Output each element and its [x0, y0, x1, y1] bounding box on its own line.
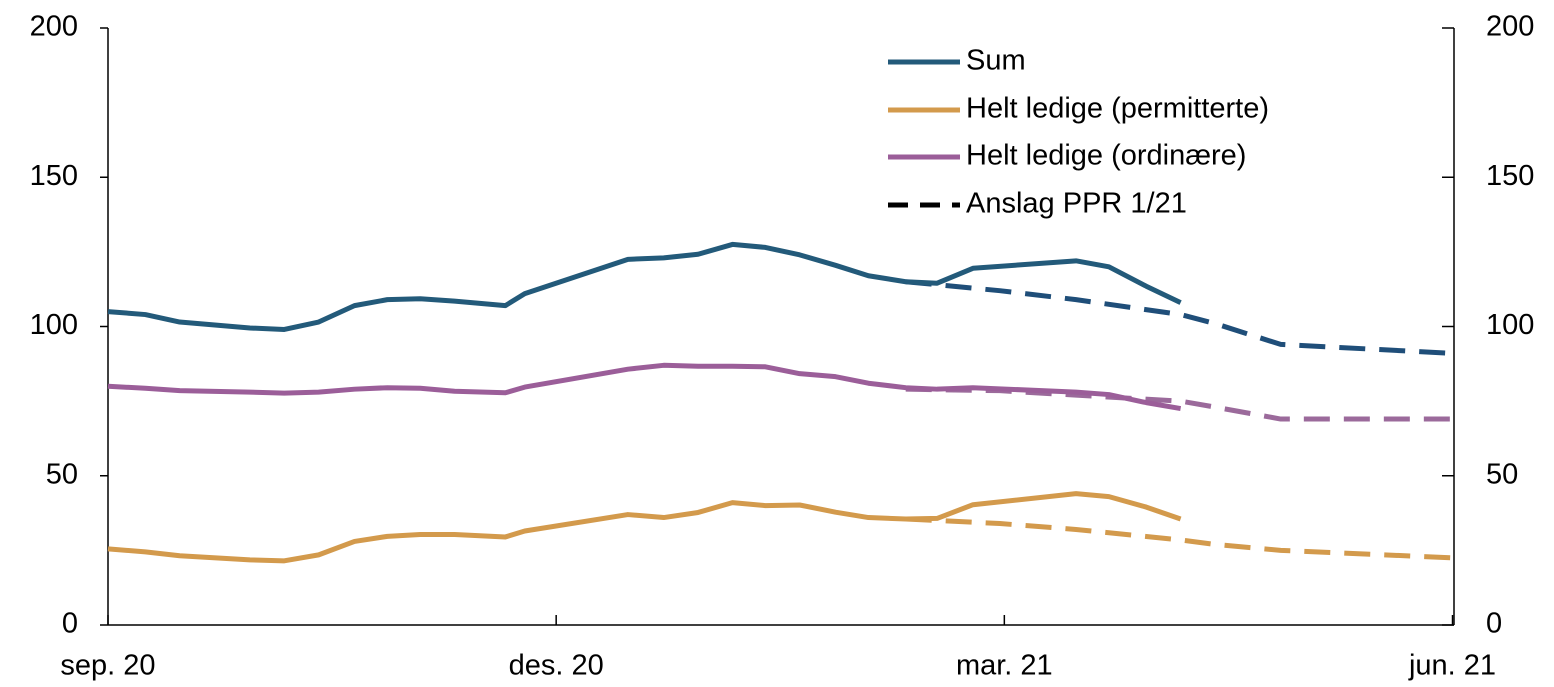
- series-line: [107, 241, 1182, 332]
- forecast-line: [905, 516, 1453, 561]
- y2-tick-label: 100: [1486, 309, 1534, 341]
- legend-label: Anslag PPR 1/21: [966, 188, 1187, 220]
- x-tick-label: jun. 21: [1408, 650, 1496, 682]
- y2-tick-label: 0: [1486, 608, 1502, 640]
- legend-label: Helt ledige (permitterte): [966, 93, 1269, 125]
- y-tick-label: 100: [30, 309, 78, 341]
- y-tick-label: 200: [30, 11, 78, 43]
- y2-tick-label: 200: [1486, 11, 1534, 43]
- legend-label: Helt ledige (ordinære): [966, 140, 1246, 172]
- x-tick-label: sep. 20: [60, 650, 155, 682]
- series-line: [107, 491, 1182, 564]
- forecast-line: [905, 279, 1453, 356]
- y2-tick-label: 50: [1486, 458, 1518, 490]
- y-tick-label: 50: [46, 458, 78, 490]
- legend-label: Sum: [966, 45, 1026, 77]
- x-tick-label: mar. 21: [956, 650, 1053, 682]
- y2-tick-label: 150: [1486, 160, 1534, 192]
- y-tick-label: 0: [62, 608, 78, 640]
- x-tick-label: des. 20: [509, 650, 604, 682]
- series-line: [107, 362, 1182, 412]
- forecast-line: [905, 386, 1453, 422]
- y-tick-label: 150: [30, 160, 78, 192]
